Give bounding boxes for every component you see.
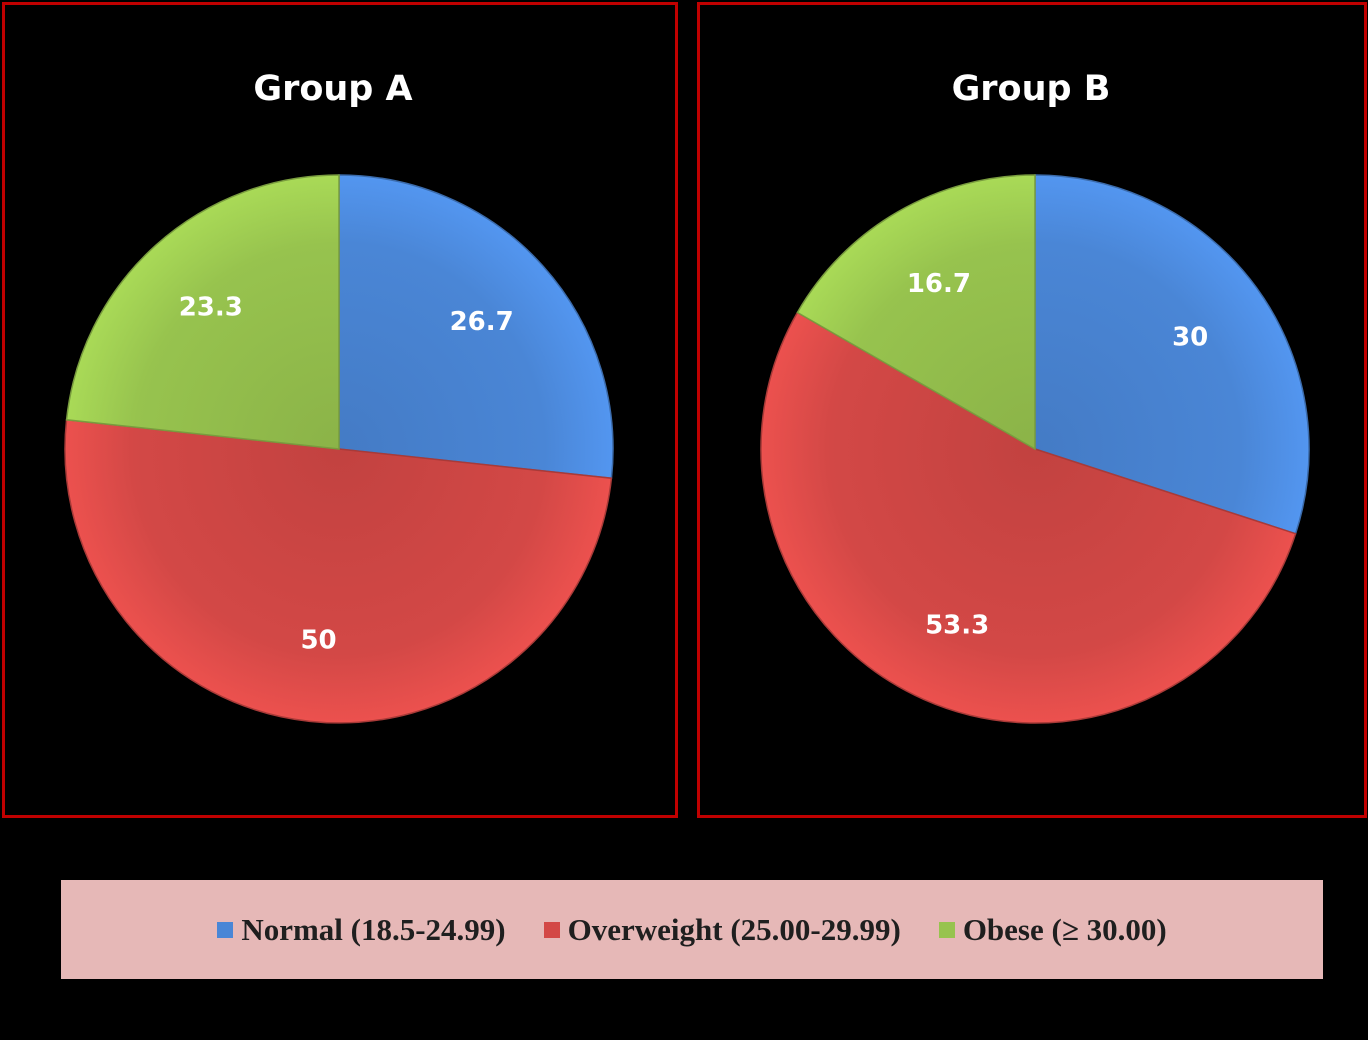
legend-item-overweight: Overweight (25.00-29.99) [543,911,901,948]
chart-title: Group A [253,69,412,109]
legend-label: Overweight (25.00-29.99) [567,911,901,947]
legend-swatch-normal [217,921,234,938]
legend-label: Normal (18.5-24.99) [241,911,506,947]
data-label-normal: 30 [1172,322,1208,352]
data-label-overweight: 50 [300,626,336,656]
legend-label: Obese (≥ 30.00) [962,911,1167,947]
pie-chart-group-a: 26.7 50 23.3 Group A [64,69,614,724]
pie-slice-overweight [760,311,1297,724]
legend-swatch-overweight [543,921,560,938]
data-label-normal: 26.7 [450,307,514,337]
pie-slice-obese [65,174,340,450]
pie-slices [760,174,1310,724]
pie-slices [64,174,614,724]
legend-item-normal: Normal (18.5-24.99) [217,911,506,948]
chart-panel-group-b: 30 53.3 16.7 Group B [697,2,1367,818]
legend-item-obese: Obese (≥ 30.00) [938,911,1167,948]
chart-panel-group-a: 26.7 50 23.3 Group A [2,2,678,818]
data-label-overweight: 53.3 [925,610,989,640]
pie-slice-normal [338,174,614,480]
pie-slice-overweight [64,418,613,724]
data-label-obese: 23.3 [179,292,243,322]
pie-slice-obese [796,174,1036,451]
pie-labels: 30 53.3 16.7 [907,269,1208,640]
pie-chart-group-b: 30 53.3 16.7 Group B [760,69,1310,724]
data-label-obese: 16.7 [907,269,971,299]
legend-swatch-obese [938,921,955,938]
chart-title: Group B [952,69,1111,109]
legend: Normal (18.5-24.99) Overweight (25.00-29… [61,880,1323,979]
pie-labels: 26.7 50 23.3 [179,292,514,655]
pie-slice-normal [1034,174,1310,535]
